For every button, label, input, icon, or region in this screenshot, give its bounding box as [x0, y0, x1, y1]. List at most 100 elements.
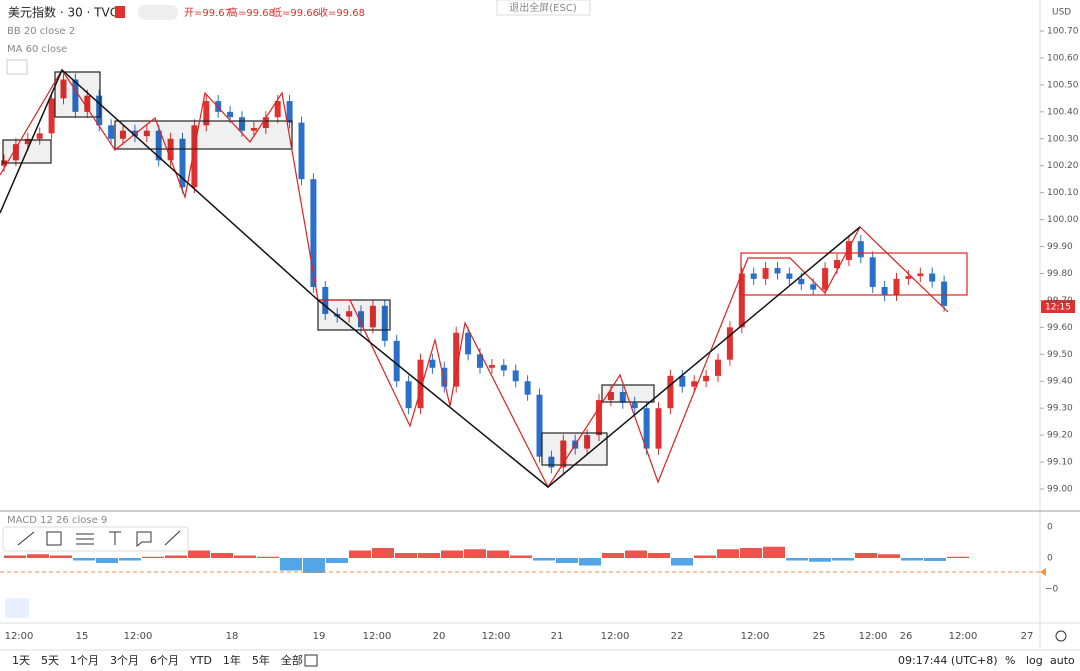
candle	[917, 273, 924, 277]
symbol: 美元指数 · 30 · TVC	[8, 5, 118, 20]
indicator: MACD 12 26 close 9	[7, 515, 107, 526]
log-toggle[interactable]: log	[1026, 654, 1043, 667]
candle	[298, 122, 305, 180]
candle	[560, 440, 567, 468]
price-label: 99.00	[1047, 485, 1073, 495]
candle	[774, 268, 781, 274]
macd-bar	[602, 553, 624, 558]
macd-bar	[648, 553, 670, 558]
settings-icon[interactable]	[1055, 630, 1067, 642]
tool-rect[interactable]	[46, 531, 62, 546]
open: 开=99.67	[184, 8, 231, 19]
macd-bar	[27, 554, 49, 558]
time-label: 21	[551, 631, 564, 642]
macd-bar	[4, 555, 26, 558]
candle	[786, 273, 793, 279]
candle	[96, 95, 103, 126]
macd-bar	[303, 558, 325, 573]
exit-label[interactable]: 退出全屏(ESC)	[509, 1, 577, 14]
tool-callout[interactable]	[136, 531, 152, 548]
price-label: 100.10	[1047, 188, 1079, 198]
indicator: BB 20 close 2	[7, 26, 75, 37]
status-pill	[138, 5, 178, 20]
time-label: 12:00	[949, 631, 978, 642]
candle	[607, 392, 614, 401]
exit-button[interactable]	[496, 0, 591, 16]
macd-bar	[510, 555, 532, 558]
tool-line[interactable]	[17, 531, 35, 546]
candle	[822, 268, 829, 290]
macd-axis-label: 0	[1047, 523, 1053, 533]
tool-brush[interactable]	[164, 530, 181, 546]
candle	[631, 402, 638, 409]
candle	[60, 79, 67, 99]
macd-bar	[165, 555, 187, 558]
candle	[369, 305, 376, 328]
date-range-icon[interactable]	[304, 654, 318, 667]
box	[541, 432, 608, 466]
macd-bar	[878, 554, 900, 558]
macd-bar	[349, 550, 371, 558]
time-label: 12:00	[363, 631, 392, 642]
price-label: 100.60	[1047, 53, 1079, 63]
candle	[143, 130, 150, 137]
candle	[108, 125, 115, 139]
range-button[interactable]: 1天	[12, 654, 30, 667]
candle	[381, 305, 388, 341]
time-label: 27	[1021, 631, 1034, 642]
time-label: 12:00	[601, 631, 630, 642]
macd-bar	[763, 546, 785, 558]
range-button[interactable]: 6个月	[150, 654, 179, 667]
tool-text[interactable]	[109, 531, 121, 545]
time-label: 22	[671, 631, 684, 642]
currency: USD	[1052, 8, 1071, 18]
price-label: 100.70	[1047, 27, 1079, 37]
candle	[215, 101, 222, 112]
candle	[465, 332, 472, 355]
candle	[358, 311, 364, 328]
candle	[393, 340, 400, 382]
collapse-button[interactable]	[6, 59, 28, 75]
macd-bar	[188, 550, 210, 558]
range-button[interactable]: 全部	[281, 653, 303, 667]
range-button[interactable]: 1个月	[70, 654, 99, 667]
candle	[584, 435, 591, 449]
macd-bar	[694, 555, 716, 558]
macd-bar	[855, 553, 877, 558]
price-label: 99.20	[1047, 431, 1073, 441]
candle	[524, 381, 531, 395]
candle	[703, 375, 710, 382]
candle	[429, 359, 436, 368]
macd-bar	[50, 555, 72, 558]
candle	[179, 138, 186, 188]
price-label: 100.50	[1047, 80, 1079, 90]
range-button[interactable]: 1年	[223, 653, 241, 667]
time-label: 12:00	[124, 631, 153, 642]
range-button[interactable]: 3个月	[110, 654, 139, 667]
close: 收=99.68	[318, 6, 365, 19]
macd-bar	[579, 558, 601, 566]
range-button[interactable]: 5年	[252, 653, 270, 667]
macd-bar	[740, 548, 762, 558]
percent-toggle[interactable]: %	[1005, 654, 1015, 667]
candle	[619, 392, 626, 403]
candle	[48, 98, 55, 134]
macd-bar	[809, 558, 831, 562]
range-button[interactable]: YTD	[189, 654, 212, 667]
candle	[857, 241, 864, 258]
time-label: 19	[313, 631, 326, 642]
range-button[interactable]: 5天	[41, 654, 59, 667]
candle	[750, 273, 757, 279]
candle	[500, 365, 507, 371]
candle	[488, 365, 495, 368]
candle	[667, 375, 674, 409]
auto-toggle[interactable]: auto	[1050, 654, 1075, 667]
zigzag-black	[0, 68, 861, 488]
box	[317, 299, 391, 331]
candle	[905, 276, 912, 279]
candle	[72, 79, 79, 112]
macd-bar	[142, 556, 164, 558]
macd-bar	[924, 558, 946, 561]
candle	[191, 125, 198, 188]
candle	[441, 367, 448, 387]
